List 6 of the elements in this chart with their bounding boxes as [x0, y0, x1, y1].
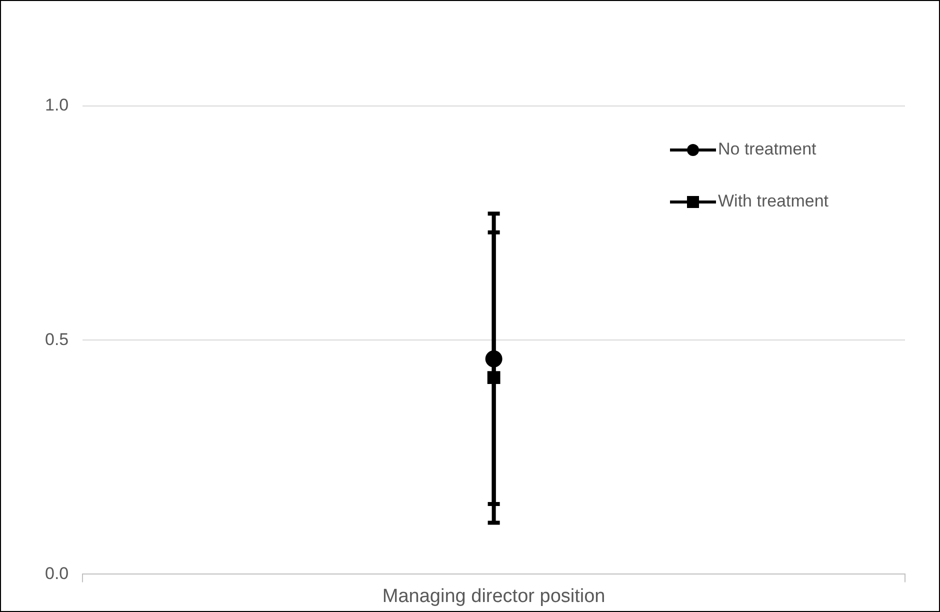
legend-label: No treatment	[718, 140, 817, 159]
legend-label: With treatment	[718, 192, 829, 211]
y-tick-label: 1.0	[44, 96, 69, 115]
y-tick-label: 0.0	[44, 564, 69, 583]
x-tick-label: Managing director position	[382, 586, 606, 607]
y-tick-label: 0.5	[44, 330, 69, 349]
